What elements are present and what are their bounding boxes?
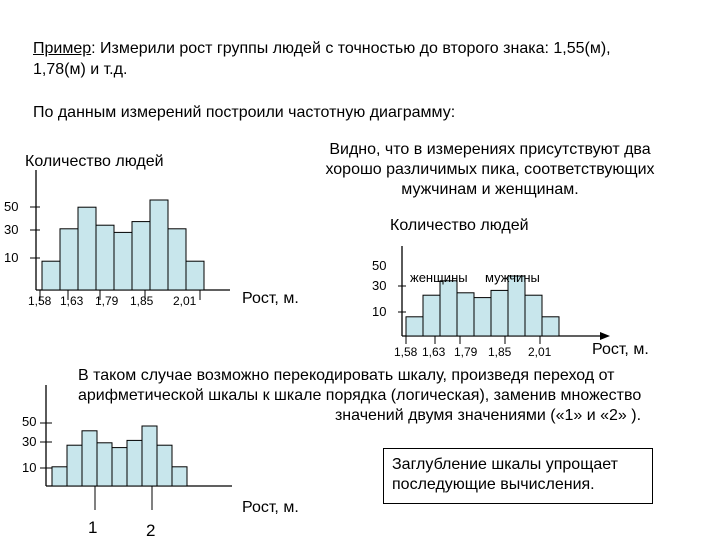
chart-1: Количество людей 50 30 10 1,58 1,63 1,79…	[4, 153, 299, 308]
histogram-bar	[185, 260, 205, 291]
histogram-bar	[524, 294, 543, 337]
y-tick-label: 10	[372, 304, 386, 319]
x-tick-label: 1,85	[488, 345, 512, 359]
observation-line: Видно, что в измерениях присутствуют два	[329, 141, 651, 158]
recode-line: значений двумя значениями («1» и «2» ).	[334, 407, 642, 424]
recode-text: В таком случае возможно перекодировать ш…	[78, 366, 718, 426]
simplify-box: Заглубление шкалы упрощает последующие в…	[383, 448, 653, 504]
observation-line: хорошо различимых пика, соответствующих	[325, 161, 655, 178]
histogram-bar	[171, 466, 188, 487]
histogram-bar	[66, 444, 83, 487]
histogram-bar	[59, 228, 79, 291]
chart-3: 50 30 10 1 2 Рост, м.	[22, 385, 299, 540]
x-tick-label: 1,58	[28, 294, 52, 308]
observation-text: Видно, что в измерениях присутствуют два…	[290, 140, 690, 200]
histogram-bar	[131, 221, 151, 291]
y-tick-label: 30	[22, 434, 36, 449]
x-tick-label: 1,63	[60, 294, 84, 308]
y-tick-label: 50	[4, 199, 18, 214]
x-tick-label: 1,85	[130, 294, 154, 308]
histogram-bar	[51, 466, 68, 487]
x-tick-label: 2,01	[528, 345, 552, 359]
y-tick-label: 30	[4, 222, 18, 237]
intro-text: Пример: Измерили рост группы людей с точ…	[33, 38, 713, 80]
histogram-bar	[141, 425, 158, 487]
histogram-bar	[167, 228, 187, 291]
histogram-bar	[77, 206, 97, 291]
marker-1: 1	[88, 518, 97, 537]
histogram-bar	[81, 430, 98, 487]
x-axis-label: Рост, м.	[242, 290, 299, 307]
y-tick-label: 50	[22, 414, 36, 429]
recode-line: арифметической шкалы к шкале порядка (ло…	[78, 387, 642, 404]
x-tick-label: 1,79	[454, 345, 478, 359]
diagram-note: По данным измерений построили частотную …	[33, 104, 456, 121]
histogram-bar	[541, 316, 560, 337]
chart-2: Количество людей 50 30 10 женщины мужчин…	[372, 217, 649, 359]
x-tick-label: 1,63	[422, 345, 446, 359]
histogram-bar	[439, 280, 458, 337]
marker-2: 2	[146, 521, 155, 540]
observation-line: мужчинам и женщинам.	[401, 181, 579, 198]
histogram-bar	[95, 224, 115, 291]
x-tick-label: 2,01	[173, 294, 197, 308]
histogram-bar	[490, 289, 509, 337]
x-tick-label: 1,79	[95, 294, 119, 308]
histogram-bar	[113, 231, 133, 291]
histogram-bar	[41, 260, 61, 291]
example-label: Пример	[33, 40, 92, 57]
y-tick-label: 10	[22, 460, 36, 475]
annotation-men: мужчины	[485, 270, 540, 285]
annotation-women: женщины	[410, 270, 468, 285]
histogram-bar	[422, 294, 441, 337]
y-tick-label: 30	[372, 278, 386, 293]
histogram-bar	[96, 442, 113, 487]
histogram-bar	[126, 439, 143, 487]
histogram-bar	[507, 275, 526, 337]
simplify-line: Заглубление шкалы упрощает	[392, 456, 618, 473]
histogram-bar	[156, 444, 173, 487]
simplify-line: последующие вычисления.	[392, 476, 595, 493]
intro-rest: : Измерили рост группы людей с точностью…	[91, 40, 611, 57]
x-axis-label: Рост, м.	[242, 499, 299, 516]
y-axis-label: Количество людей	[390, 217, 529, 234]
y-tick-label: 10	[4, 250, 18, 265]
histogram-bar	[111, 447, 128, 487]
histogram-bar	[149, 199, 169, 291]
x-tick-label: 1,58	[394, 345, 418, 359]
histogram-bar	[456, 292, 475, 337]
x-axis-label: Рост, м.	[592, 341, 649, 358]
histogram-bar	[405, 316, 424, 337]
y-tick-label: 50	[372, 258, 386, 273]
histogram-bar	[473, 297, 492, 337]
recode-line: В таком случае возможно перекодировать ш…	[78, 367, 615, 384]
intro-line2: 1,78(м) и т.д.	[33, 61, 128, 78]
y-axis-label: Количество людей	[25, 153, 164, 170]
